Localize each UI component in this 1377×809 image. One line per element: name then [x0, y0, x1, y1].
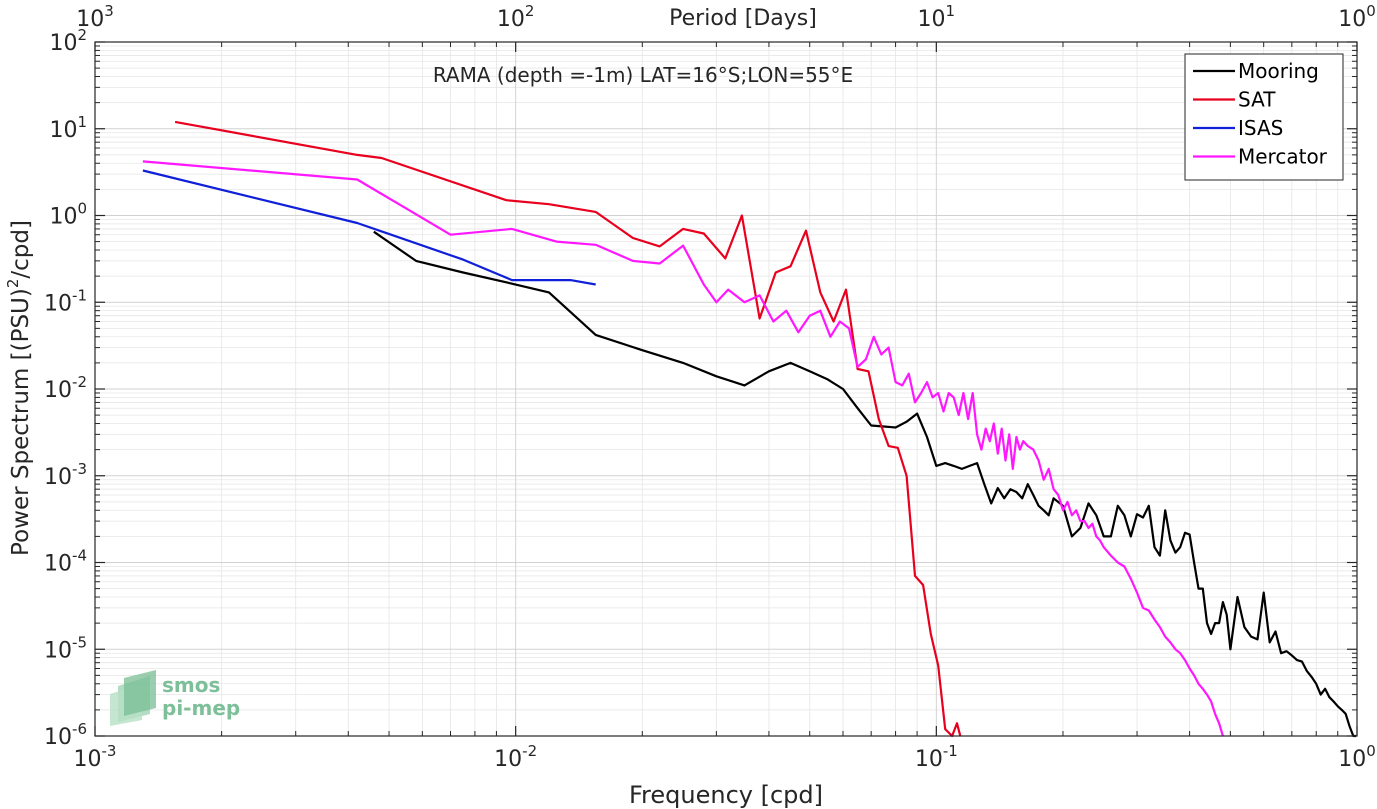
x-tick-label: 10-3: [74, 742, 117, 772]
series-line-sat: [174, 120, 962, 738]
legend-box: [1184, 53, 1344, 181]
chart-title: RAMA (depth =-1m) LAT=16°S;LON=55°E: [433, 63, 853, 87]
tick-label-base: 10: [915, 747, 943, 772]
top-x-tick-label: 102: [497, 2, 535, 32]
tick-label-exp: -2: [72, 373, 87, 391]
tick-label-exp: 1: [77, 113, 87, 131]
y-tick-label: 101: [49, 113, 87, 143]
series-lines: [142, 120, 1357, 738]
tick-label-exp: 0: [1366, 2, 1376, 20]
tick-label-exp: -3: [72, 460, 87, 478]
tick-label-base: 10: [49, 205, 77, 230]
series-line-isas: [142, 169, 596, 286]
top-x-axis-label: Period [Days]: [669, 6, 817, 31]
y-axis-label: Power Spectrum [(PSU)2/cpd]: [4, 220, 34, 556]
y-tick-label: 10-4: [44, 547, 87, 577]
y-tick-label: 10-6: [44, 720, 87, 750]
tick-label-base: 10: [44, 638, 72, 663]
tick-label-base: 10: [1338, 747, 1366, 772]
logo-line2: pi-mep: [162, 696, 240, 720]
tick-label-base: 10: [918, 7, 946, 32]
y-tick-label: 10-2: [44, 373, 87, 403]
tick-label-base: 10: [44, 552, 72, 577]
smos-pimep-logo: smos pi-mep: [110, 670, 240, 726]
top-x-tick-label: 103: [76, 2, 114, 32]
tick-label-base: 10: [497, 7, 525, 32]
tick-label-exp: 1: [946, 2, 956, 20]
major-grid: [94, 41, 1358, 737]
axis-ticks: [94, 41, 1358, 737]
tick-label-exp: -1: [72, 286, 87, 304]
legend-label-isas: ISAS: [1238, 116, 1283, 140]
series-line-mooring: [373, 230, 1357, 738]
tick-label-base: 10: [44, 465, 72, 490]
tick-label-base: 10: [76, 7, 104, 32]
y-tick-label: 10-5: [44, 633, 87, 663]
tick-label-exp: -1: [943, 742, 958, 760]
tick-label-base: 10: [49, 118, 77, 143]
y-tick-label: 102: [49, 26, 87, 56]
tick-label-base: 10: [1338, 7, 1366, 32]
x-tick-label: 10-2: [494, 742, 537, 772]
tick-label-exp: -6: [72, 720, 87, 738]
tick-label-base: 10: [44, 291, 72, 316]
series-line-mercator: [142, 160, 1224, 737]
y-axis-label-main: Power Spectrum [(PSU): [8, 288, 34, 556]
top-x-tick-label: 101: [918, 2, 956, 32]
x-tick-label: 100: [1338, 742, 1376, 772]
logo-line1: smos: [162, 673, 220, 697]
tick-label-base: 10: [494, 747, 522, 772]
top-x-tick-label: 100: [1338, 2, 1376, 32]
tick-label-exp: -2: [522, 742, 537, 760]
legend: Mooring SAT ISAS Mercator: [1184, 53, 1344, 181]
y-tick-label: 10-1: [44, 286, 87, 316]
legend-label-mercator: Mercator: [1238, 145, 1328, 169]
x-tick-label: 10-1: [915, 742, 958, 772]
y-axis-label-tail: /cpd]: [8, 220, 34, 279]
tick-label-base: 10: [44, 725, 72, 750]
legend-label-sat: SAT: [1238, 88, 1276, 112]
y-axis-label-sup: 2: [4, 279, 22, 289]
tick-label-base: 10: [44, 378, 72, 403]
tick-label-base: 10: [74, 747, 102, 772]
tick-label-exp: -4: [72, 547, 87, 565]
tick-label-exp: 2: [525, 2, 535, 20]
tick-label-exp: 3: [104, 2, 114, 20]
y-tick-label: 10-3: [44, 460, 87, 490]
y-tick-label: 100: [49, 200, 87, 230]
tick-label-exp: -5: [72, 633, 87, 651]
legend-label-mooring: Mooring: [1238, 59, 1319, 83]
tick-label-exp: 2: [77, 26, 87, 44]
tick-label-exp: 0: [77, 200, 87, 218]
tick-label-exp: 0: [1366, 742, 1376, 760]
x-axis-label: Frequency [cpd]: [629, 781, 823, 809]
tick-label-exp: -3: [102, 742, 117, 760]
tick-label-base: 10: [49, 31, 77, 56]
